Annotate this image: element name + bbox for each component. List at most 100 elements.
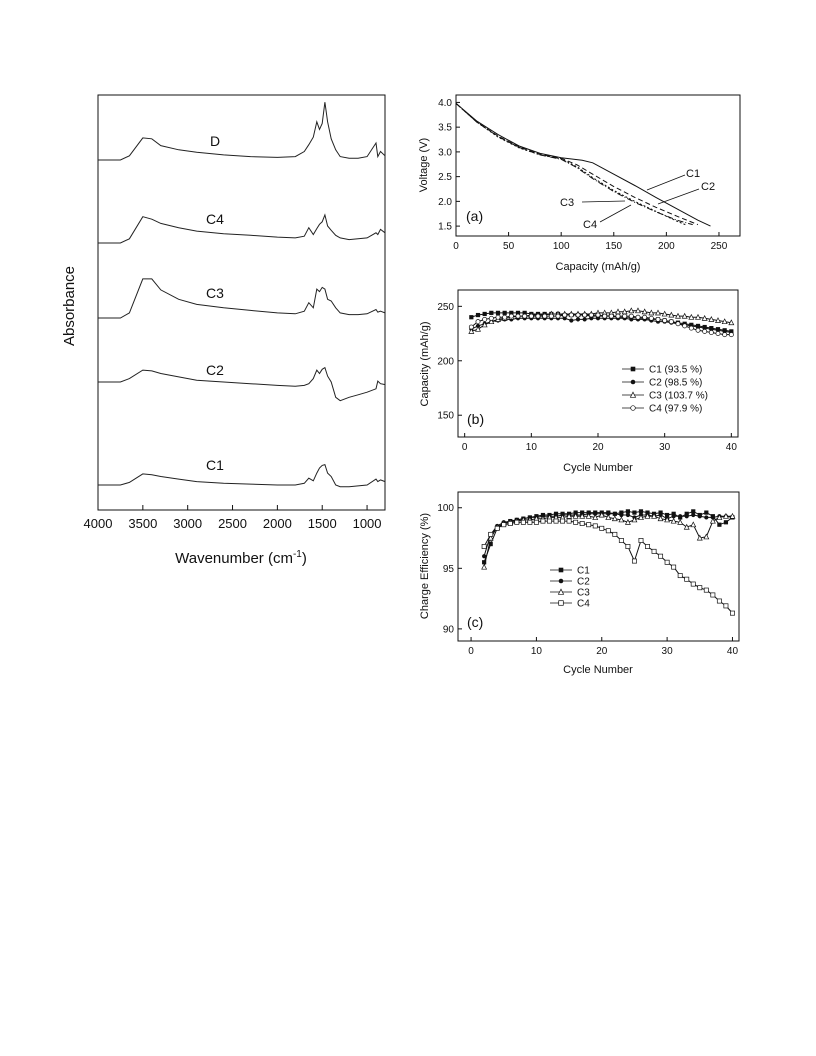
panel-c-point-c3-36 (703, 533, 710, 540)
panel-c-point-c3-37 (709, 517, 716, 524)
panel-b-point-c2-98-5-25 (629, 317, 634, 322)
ir-series-label-c4: C4 (206, 211, 224, 227)
panel-c-point-c3-35 (696, 534, 703, 541)
panel-b-point-c1-93-5-7 (509, 310, 514, 315)
panel-b-point-c4-97-9-10 (528, 313, 534, 319)
panel-c-point-c3-15 (566, 512, 573, 519)
panel-b-point-c4-97-9-15 (562, 312, 568, 318)
panel-b-point-c1-93-5-5 (495, 310, 501, 315)
panel-b-line-c2-98-5 (471, 317, 732, 333)
ir-series-line-d (98, 102, 386, 161)
panel-b-point-c4-97-9-23 (615, 313, 621, 319)
panel-c-legend-label-c3: C3 (577, 588, 590, 599)
panel-b-point-c2-98-5-16 (569, 318, 574, 323)
panel-a-frame (455, 94, 741, 237)
panel-c-point-c1-2 (482, 560, 487, 565)
ir-x-axis-label-close: ) (302, 550, 307, 567)
panel-c-point-c4-21 (605, 528, 611, 534)
ir-x-tick-label-3000: 3000 (173, 516, 202, 531)
panel-a-y-tick-label-1.5: 1.5 (438, 222, 452, 233)
panel-c-x-tick-label-30: 30 (662, 646, 674, 657)
panel-c-point-c4-36 (703, 587, 709, 593)
panel-c-point-c3-24 (624, 518, 631, 525)
panel-c-point-c1-33 (684, 511, 689, 516)
panel-c-x-axis-label: Cycle Number (563, 664, 633, 676)
panel-c-point-c4-8 (520, 519, 526, 525)
panel-b-line-c3-103-7 (471, 310, 732, 332)
panel-c-legend-label-c4: C4 (577, 599, 590, 610)
panel-b-point-c3-103-7-39 (721, 318, 728, 325)
panel-c-point-c4-30 (664, 559, 670, 565)
panel-b-point-c4-97-9-14 (555, 313, 561, 319)
ir-series-label-c3: C3 (206, 285, 224, 301)
panel-c-point-c4-18 (586, 522, 592, 528)
panel-b-point-c4-97-9-35 (695, 327, 701, 333)
panel-c-point-c3-22 (611, 515, 618, 522)
panel-c-point-c3-20 (598, 511, 605, 518)
panel-c-y-tick-label-90: 90 (443, 624, 455, 635)
panel-c-point-c4-38 (716, 598, 722, 604)
panel-b-point-c3-103-7-28 (648, 309, 655, 316)
panel-b-point-c1-93-5-3 (482, 311, 487, 317)
panel-a-x-tick-label-250: 250 (711, 241, 728, 252)
panel-c-point-c1-13 (553, 511, 559, 516)
panel-b-point-c4-97-9-30 (662, 318, 668, 323)
panel-a-y-tick-label-4.0: 4.0 (438, 98, 452, 109)
panel-b-x-tick-label-30: 30 (659, 442, 671, 453)
panel-c-point-c4-9 (527, 519, 533, 525)
panel-b-y-axis-label: Capacity (mAh/g) (419, 322, 431, 407)
panel-b-point-c4-97-9-22 (608, 313, 614, 319)
panel-c-x-tick-label-0: 0 (468, 646, 474, 657)
panel-c-point-c2-37 (710, 515, 715, 520)
panel-c-point-c1-27 (645, 510, 650, 515)
panel-c-point-c3-39 (722, 512, 729, 519)
panel-b-point-c3-103-7-2 (475, 325, 481, 332)
panel-c-point-c3-21 (605, 514, 612, 520)
panel-b-point-c4-97-9-34 (688, 325, 694, 331)
panel-a-x-tick-label-150: 150 (605, 241, 622, 252)
panel-b-point-c3-103-7-1 (468, 328, 475, 334)
panel-c-point-c2-23 (619, 512, 624, 518)
panel-c: (c) Cycle Number Charge Efficiency (%) 0… (419, 491, 740, 676)
panel-b-point-c4-97-9-28 (648, 315, 654, 321)
panel-c-legend-label-c1: C1 (577, 566, 590, 577)
ir-x-axis-label: Wavenumber (cm-1) (175, 549, 307, 567)
annotation-c2: C2 (701, 181, 715, 193)
panel-b-line-c4-97-9 (470, 314, 732, 336)
panel-b-point-c4-97-9-36 (702, 328, 708, 334)
panel-c-point-c4-5 (501, 522, 507, 528)
panel-c-y-tick-label-100: 100 (437, 503, 454, 514)
ir-x-tick-label-4000: 4000 (84, 516, 113, 531)
annotation-c3: C3 (560, 197, 574, 209)
panel-b-point-c3-103-7-30 (661, 310, 668, 317)
panel-b-point-c2-98-5-37 (709, 327, 714, 332)
panel-b-point-c1-93-5-6 (502, 310, 507, 315)
panel-c-point-c4-22 (612, 531, 618, 537)
panel-a-label: (a) (466, 208, 483, 224)
panel-b-point-c4-97-9-13 (548, 313, 554, 319)
panel-c-point-c4-4 (494, 525, 500, 531)
panel-b-point-c3-103-7-25 (628, 307, 635, 314)
panel-b-point-c3-103-7-36 (701, 314, 708, 321)
panel-b-point-c4-97-9-24 (622, 313, 628, 319)
panel-b-point-c4-97-9-26 (635, 314, 641, 320)
ir-x-tick-label-3500: 3500 (128, 516, 157, 531)
panel-b-point-c4-97-9-8 (515, 313, 521, 319)
panel-c-frame (457, 491, 740, 642)
panel-b-point-c4-97-9-3 (482, 316, 488, 322)
panel-c-point-c2-24 (625, 512, 631, 518)
ir-plot-frame (97, 94, 386, 511)
panel-c-point-c4-23 (618, 538, 624, 543)
panel-b-point-c4-97-9-5 (495, 314, 501, 320)
panel-c-point-c1-31 (671, 511, 676, 516)
panel-a-x-tick-label-100: 100 (553, 241, 570, 252)
panel-c-point-c4-26 (638, 538, 644, 543)
panel-b-point-c4-97-9-11 (535, 313, 541, 319)
panel-c-point-c1-30 (665, 512, 670, 518)
panel-b-legend-marker-c1-93-5 (630, 366, 636, 372)
panel-c-point-c4-3 (488, 531, 494, 537)
panel-c-point-c4-25 (631, 558, 637, 564)
panel-a-series-group (455, 103, 711, 227)
panel-c-point-c2-22 (612, 511, 617, 516)
